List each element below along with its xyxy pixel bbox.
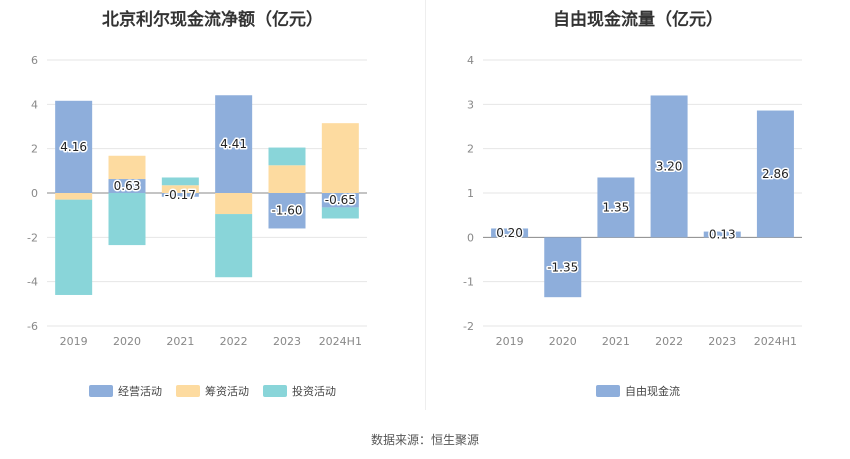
cashflow-net-chart: 6 4 2 0 -2 -4 -6 2019 2020 2021 2022 2023 2024H1 4.16…	[27, 54, 367, 348]
bar-primary	[756, 110, 794, 238]
right-chart-legend: 自由现金流	[426, 383, 850, 399]
legend-item[interactable]: 自由现金流	[596, 383, 680, 399]
bar-primary	[321, 193, 359, 208]
y-tick-label: -4	[27, 276, 38, 289]
x-tick-label: 2022	[655, 335, 683, 348]
x-tick-label: 2023	[273, 335, 301, 348]
y-tick-label: 2	[467, 143, 474, 156]
y-tick-label: -2	[463, 320, 474, 333]
bar-primary	[491, 228, 529, 238]
data-label: 2.86	[762, 167, 789, 181]
bar-primary	[597, 177, 635, 238]
bar-series-1	[268, 165, 306, 193]
left-chart-panel: 北京利尔现金流净额（亿元） 6 4 2 0 -2 -4 -6 2019 2020 2021 2022…	[0, 0, 425, 410]
data-label: 1.35	[603, 200, 630, 214]
legend-item[interactable]: 投资活动	[263, 383, 336, 399]
panel-divider	[425, 0, 426, 410]
x-tick-label: 2024H1	[754, 335, 797, 348]
y-tick-label: 4	[467, 54, 474, 67]
bar-series-2	[55, 199, 93, 295]
bar-series-2	[215, 214, 253, 278]
bar-series-2	[268, 147, 306, 166]
y-tick-label: 4	[31, 98, 38, 111]
bar-series-2	[108, 193, 146, 246]
y-tick-label: 0	[31, 187, 38, 200]
data-label: 0.63	[114, 179, 141, 193]
free-cashflow-chart: 4 3 2 1 0 -1 -2 2019 2020 2021 2022 2023 2024H1 0.20 -…	[463, 54, 802, 348]
x-tick-label: 2020	[113, 335, 141, 348]
bar-primary	[161, 193, 199, 197]
y-tick-label: -6	[27, 320, 38, 333]
y-tick-label: 3	[467, 98, 474, 111]
x-tick-label: 2020	[549, 335, 577, 348]
bar-primary	[55, 100, 93, 193]
legend-item[interactable]: 经营活动	[89, 383, 162, 399]
data-label: 4.16	[60, 140, 87, 154]
bar-series-1	[215, 193, 253, 215]
data-label: 0.20	[496, 226, 523, 240]
left-chart-title: 北京利尔现金流净额（亿元）	[102, 10, 323, 30]
legend-label: 经营活动	[118, 385, 162, 398]
data-label: -0.65	[325, 193, 356, 207]
legend-swatch	[263, 385, 287, 397]
y-tick-label: 1	[467, 187, 474, 200]
left-chart-legend: 经营活动 筹资活动 投资活动	[0, 383, 425, 399]
x-tick-label: 2019	[496, 335, 524, 348]
legend-swatch	[596, 385, 620, 397]
x-tick-label: 2021	[602, 335, 630, 348]
data-label: 3.20	[656, 159, 683, 173]
legend-swatch	[89, 385, 113, 397]
bar-primary	[268, 193, 306, 229]
data-label: -1.60	[271, 204, 302, 218]
bar-primary	[544, 237, 582, 298]
legend-item[interactable]: 筹资活动	[176, 383, 249, 399]
y-tick-label: 2	[31, 143, 38, 156]
bar-series-1	[161, 185, 199, 193]
bar-primary	[650, 95, 688, 238]
x-tick-label: 2023	[708, 335, 736, 348]
y-tick-label: 6	[31, 54, 38, 67]
y-tick-label: 0	[467, 231, 474, 244]
legend-label: 筹资活动	[205, 385, 249, 398]
y-tick-label: -2	[27, 231, 38, 244]
x-tick-label: 2021	[166, 335, 194, 348]
data-label: -0.17	[165, 188, 196, 202]
legend-label: 自由现金流	[625, 385, 680, 398]
bar-primary	[703, 231, 741, 238]
data-source: 数据来源：恒生聚源	[370, 433, 479, 447]
right-chart-title: 自由现金流量（亿元）	[553, 10, 723, 30]
x-tick-label: 2022	[220, 335, 248, 348]
bar-series-2	[161, 177, 199, 186]
x-tick-label: 2019	[60, 335, 88, 348]
bar-series-1	[321, 123, 359, 193]
bar-series-1	[108, 155, 146, 180]
bar-primary	[108, 179, 146, 193]
data-label: -1.35	[547, 260, 578, 274]
bar-primary	[215, 95, 253, 193]
y-tick-label: -1	[463, 276, 474, 289]
data-label: 4.41	[220, 137, 247, 151]
data-label: 0.13	[709, 227, 736, 241]
x-tick-label: 2024H1	[319, 335, 362, 348]
bar-series-2	[321, 207, 359, 219]
bar-series-1	[55, 193, 93, 200]
legend-label: 投资活动	[292, 385, 336, 398]
legend-swatch	[176, 385, 200, 397]
right-chart-panel: 自由现金流量（亿元） 4 3 2 1 0 -1 -2 2019 2020 2021 2022 2023…	[426, 0, 850, 410]
